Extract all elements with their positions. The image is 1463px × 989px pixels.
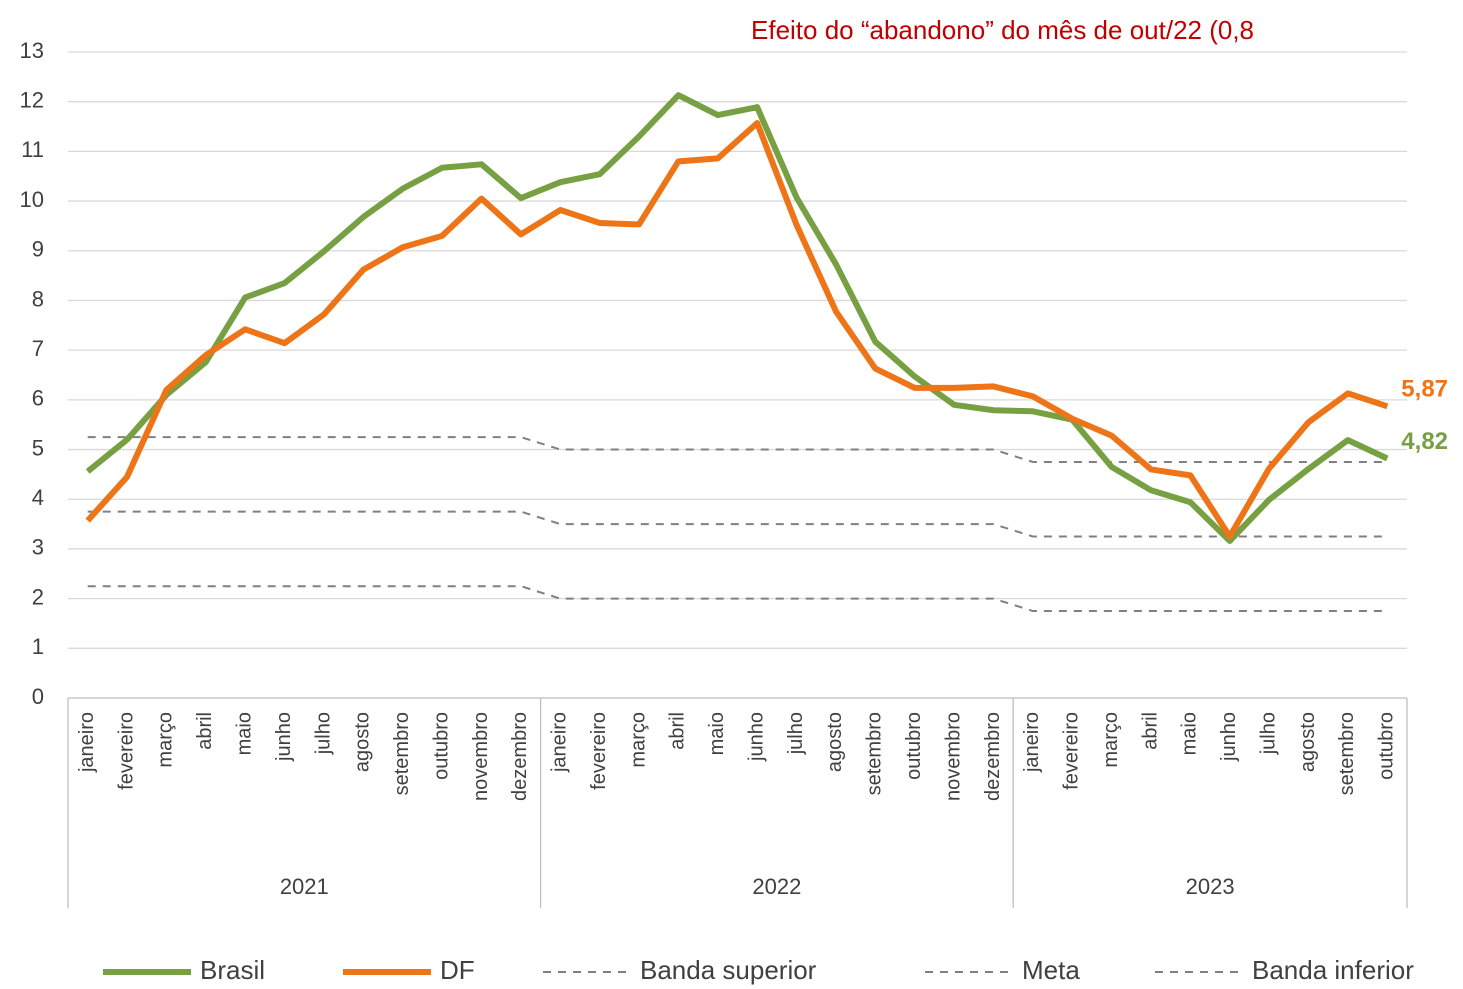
x-group-label: 2022 [752,874,801,899]
y-tick-label: 10 [20,187,44,212]
x-tick-label: junho [745,712,767,762]
x-tick-label: setembro [391,712,413,795]
y-tick-label: 8 [32,286,44,311]
x-tick-label: outubro [430,712,452,780]
x-tick-label: abril [194,712,216,750]
x-tick-label: março [1100,712,1122,768]
annotation: Efeito do “abandono” do mês de out/22 (0… [751,15,1254,45]
legend-label: Brasil [200,955,265,985]
x-tick-label: maio [706,712,728,755]
x-tick-label: agosto [824,712,846,772]
reference-line [87,585,1388,613]
x-tick-label: dezembro [509,712,531,801]
x-tick-label: outubro [1376,712,1398,780]
x-tick-label: janeiro [1021,712,1043,773]
reference-line [87,436,1388,463]
legend-label: Banda superior [640,955,817,985]
x-tick-label: janeiro [549,712,571,773]
x-tick-label: abril [1139,712,1161,750]
x-tick-label: outubro [903,712,925,780]
x-tick-label: junho [1218,712,1240,762]
x-tick-label: fevereiro [1061,712,1083,790]
x-tick-label: abril [667,712,689,750]
legend-label: DF [440,955,475,985]
x-tick-label: junho [273,712,295,762]
x-tick-label: novembro [942,712,964,801]
x-tick-label: março [155,712,177,768]
reference-line [87,510,1388,538]
x-tick-label: dezembro [982,712,1004,801]
x-tick-label: setembro [864,712,886,795]
x-tick-label: fevereiro [588,712,610,790]
data-label: 5,87 [1401,376,1448,403]
y-tick-label: 2 [32,584,44,609]
x-tick-label: novembro [470,712,492,801]
x-tick-label: março [627,712,649,768]
x-group-label: 2021 [280,874,329,899]
x-tick-label: agosto [352,712,374,772]
x-tick-label: julho [312,712,334,755]
y-tick-label: 6 [32,386,44,411]
x-tick-label: maio [234,712,256,755]
x-tick-label: julho [785,712,807,755]
x-tick-label: setembro [1336,712,1358,795]
y-tick-label: 5 [32,435,44,460]
series-line [85,120,1389,540]
x-tick-label: julho [1257,712,1279,755]
y-tick-label: 12 [20,88,44,113]
x-tick-label: agosto [1297,712,1319,772]
x-tick-label: fevereiro [115,712,137,790]
y-tick-label: 13 [20,38,44,63]
legend-label: Banda inferior [1252,955,1414,985]
y-tick-label: 0 [32,684,44,709]
y-tick-label: 3 [32,535,44,560]
legend-label: Meta [1022,955,1080,985]
x-tick-label: maio [1179,712,1201,755]
data-label: 4,82 [1401,428,1448,455]
y-tick-label: 4 [32,485,44,510]
x-tick-label: janeiro [76,712,98,773]
y-tick-label: 7 [32,336,44,361]
y-tick-label: 11 [21,137,44,162]
y-tick-label: 9 [32,237,44,262]
y-tick-label: 1 [32,634,44,659]
x-group-label: 2023 [1186,874,1235,899]
series-line [85,92,1389,544]
